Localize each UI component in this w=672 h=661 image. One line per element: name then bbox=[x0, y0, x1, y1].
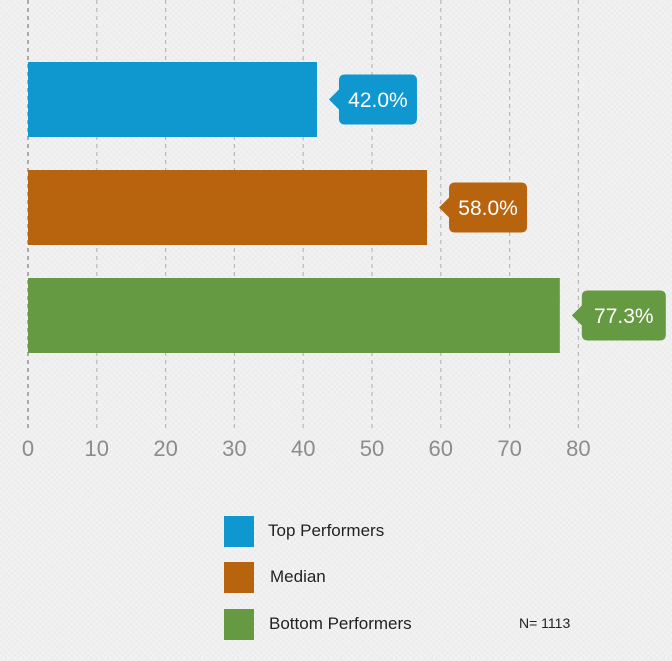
data-labels: 42.0% 58.0% 77.3% bbox=[328, 74, 666, 341]
legend-label-median: Median bbox=[270, 567, 326, 586]
legend-swatch-top-performers bbox=[224, 516, 254, 547]
tick-label-30: 30 bbox=[222, 436, 246, 461]
value-callout-median bbox=[439, 182, 528, 233]
legend-item-median: Median bbox=[224, 562, 484, 593]
bars bbox=[28, 62, 560, 353]
value-label-top-performers: 42.0% bbox=[348, 89, 408, 112]
tick-label-0: 0 bbox=[22, 436, 34, 461]
x-axis-tick-labels: 0 10 20 30 40 50 60 70 80 bbox=[22, 436, 591, 461]
value-callout-top-performers bbox=[328, 74, 417, 125]
tick-label-60: 60 bbox=[429, 436, 453, 461]
tick-label-70: 70 bbox=[497, 436, 521, 461]
tick-label-50: 50 bbox=[360, 436, 384, 461]
value-callout-bottom-performers bbox=[571, 290, 666, 341]
legend-item-bottom-performers: Bottom Performers bbox=[224, 609, 484, 640]
bar-top-performers bbox=[28, 62, 317, 137]
tick-label-10: 10 bbox=[85, 436, 109, 461]
legend-label-top-performers: Top Performers bbox=[268, 521, 385, 540]
bar-bottom-performers bbox=[28, 278, 560, 353]
tick-label-40: 40 bbox=[291, 436, 315, 461]
legend-label-bottom-performers: Bottom Performers bbox=[269, 614, 412, 633]
legend-swatch-bottom-performers bbox=[224, 609, 254, 640]
value-label-bottom-performers: 77.3% bbox=[594, 305, 654, 328]
legend-item-top-performers: Top Performers bbox=[224, 516, 484, 547]
tick-label-20: 20 bbox=[153, 436, 177, 461]
bar-median bbox=[28, 170, 428, 245]
sample-size-note: N= 1113 bbox=[519, 615, 571, 631]
legend-swatch-median bbox=[224, 562, 254, 593]
tick-label-80: 80 bbox=[566, 436, 590, 461]
bar-chart: 42.0% 58.0% 77.3% 0 10 20 30 40 50 60 70 80 bbox=[22, 0, 666, 461]
value-label-median: 58.0% bbox=[458, 197, 518, 220]
